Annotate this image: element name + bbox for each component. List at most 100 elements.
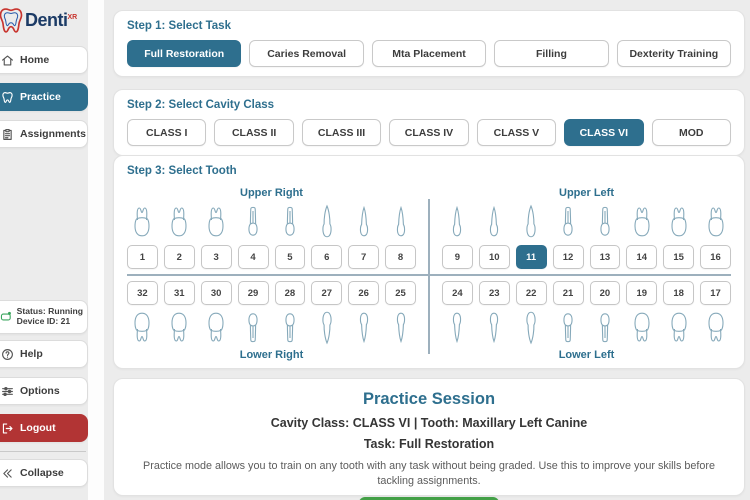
tooth-icon: [348, 202, 379, 240]
tooth-number-row: 24 23 22 21 20 19 18 17: [442, 281, 731, 305]
sidebar-nav: Home Practice Assignments: [0, 46, 88, 148]
tooth-icon: [311, 202, 342, 240]
tooth-number-button-23[interactable]: 23: [478, 281, 510, 305]
tooth-number-button-15[interactable]: 15: [663, 245, 695, 269]
cavity-class-option-class-i[interactable]: CLASS I: [127, 119, 207, 146]
clipboard-icon: [3, 128, 12, 140]
tooth-number-button-1[interactable]: 1: [127, 245, 158, 269]
cavity-class-option-class-iv[interactable]: CLASS IV: [389, 119, 469, 146]
tooth-icon: [700, 202, 731, 240]
tooth-number-button-28[interactable]: 28: [274, 281, 306, 305]
tooth-icon: [516, 202, 547, 240]
tooth-number-button-13[interactable]: 13: [589, 245, 621, 269]
cavity-class-option-class-ii[interactable]: CLASS II: [214, 119, 294, 146]
tooth-number-button-31[interactable]: 31: [163, 281, 195, 305]
step1-panel: Step 1: Select Task Full Restoration Cari…: [113, 10, 745, 77]
tooth-number-row: 9 10 11 12 13 14 15 16: [442, 245, 731, 269]
tooth-number-button-3[interactable]: 3: [200, 245, 232, 269]
tooth-icon-row: [442, 309, 731, 347]
tooth-number-button-8[interactable]: 8: [385, 245, 416, 269]
cavity-class-option-mod[interactable]: MOD: [651, 119, 731, 146]
tooth-icon: [553, 202, 584, 240]
task-option-mta-placement[interactable]: Mta Placement: [371, 40, 487, 67]
tooth-logo-icon: [0, 8, 23, 33]
logout-button[interactable]: Logout: [0, 414, 88, 442]
cavity-class-option-class-vi[interactable]: CLASS VI: [564, 119, 644, 146]
cavity-class-option-class-v[interactable]: CLASS V: [476, 119, 557, 146]
tooth-icon: [311, 309, 342, 347]
task-option-caries-removal[interactable]: Caries Removal: [249, 40, 364, 67]
tooth-icon-row: [127, 202, 416, 240]
tooth-number-button-9[interactable]: 9: [442, 245, 473, 269]
options-button[interactable]: Options: [0, 377, 88, 405]
help-button[interactable]: Help: [0, 340, 88, 368]
tooth-number-button-20[interactable]: 20: [589, 281, 621, 305]
brand-sup: XR: [67, 14, 78, 21]
chart-vertical-divider: [428, 199, 430, 354]
sidebar-item-label: Practice: [20, 91, 61, 103]
tooth-number-button-29[interactable]: 29: [237, 281, 269, 305]
task-option-full-restoration[interactable]: Full Restoration: [127, 40, 242, 67]
cavity-class-options: CLASS I CLASS II CLASS III CLASS IV CLASS V C…: [127, 119, 731, 146]
tooth-number-button-26[interactable]: 26: [348, 281, 380, 305]
tooth-icon: [700, 309, 731, 347]
task-option-dexterity-training[interactable]: Dexterity Training: [616, 40, 732, 67]
help-icon: [2, 348, 13, 360]
tooth-number-button-19[interactable]: 19: [626, 281, 658, 305]
collapse-icon: [3, 468, 12, 478]
sidebar: DentiXR Home Practice Assignments Status…: [0, 0, 88, 500]
tooth-number-button-18[interactable]: 18: [663, 281, 695, 305]
app-logo: DentiXR: [0, 0, 88, 34]
tooth-number-button-4[interactable]: 4: [237, 245, 269, 269]
tooth-number-button-10[interactable]: 10: [478, 245, 510, 269]
quadrant-lower-right: 32 31 30 29 28 27 26 25 Lower Right: [127, 281, 416, 364]
tooth-number-button-21[interactable]: 21: [552, 281, 584, 305]
practice-session-title: Practice Session: [362, 390, 496, 408]
task-options: Full Restoration Caries Removal Mta Placem…: [127, 40, 732, 67]
tooth-number-button-22[interactable]: 22: [515, 281, 547, 305]
tooth-number-button-16[interactable]: 16: [700, 245, 731, 269]
tooth-number-button-30[interactable]: 30: [200, 281, 232, 305]
tooth-number-button-32[interactable]: 32: [127, 281, 158, 305]
tooth-number-button-25[interactable]: 25: [385, 281, 416, 305]
tooth-icon: [442, 309, 473, 347]
tooth-icon: [238, 309, 269, 347]
tooth-number-button-12[interactable]: 12: [552, 245, 584, 269]
tooth-number-button-7[interactable]: 7: [348, 245, 380, 269]
tooth-icon: [553, 309, 584, 347]
quadrant-upper-left: Upper Left 9 10 11 12 13 14 15 16: [442, 185, 731, 269]
start-practice-button[interactable]: Start Practice: [359, 497, 499, 500]
tooth-icon: [275, 202, 306, 240]
tooth-icon: [201, 202, 232, 240]
tooth-icon: [275, 309, 306, 347]
quadrant-label: Upper Right: [240, 187, 303, 199]
tooth-number-row: 32 31 30 29 28 27 26 25: [127, 281, 416, 305]
status-text: Status: Running: [16, 306, 83, 317]
tooth-number-button-14[interactable]: 14: [626, 245, 658, 269]
task-summary: Task: Full Restoration: [363, 437, 495, 451]
cavity-class-option-class-iii[interactable]: CLASS III: [301, 119, 382, 146]
sidebar-item-assignments[interactable]: Assignments: [0, 120, 88, 148]
tooth-number-button-5[interactable]: 5: [274, 245, 306, 269]
device-status-icon: [0, 311, 11, 321]
tooth-icon: [164, 202, 195, 240]
lower-quadrants: 32 31 30 29 28 27 26 25 Lower Right 24 23 22 21 20 19…: [127, 281, 731, 364]
step2-title: Step 2: Select Cavity Class: [127, 99, 275, 111]
tooth-number-button-27[interactable]: 27: [311, 281, 343, 305]
tooth-number-button-6[interactable]: 6: [311, 245, 343, 269]
task-option-filling[interactable]: Filling: [494, 40, 609, 67]
tooth-number-button-17[interactable]: 17: [700, 281, 731, 305]
sidebar-item-label: Assignments: [20, 128, 86, 140]
collapse-button[interactable]: Collapse: [0, 459, 88, 487]
tooth-number-button-11[interactable]: 11: [515, 245, 547, 269]
tooth-number-button-2[interactable]: 2: [163, 245, 195, 269]
sidebar-item-practice[interactable]: Practice: [0, 83, 88, 111]
tooth-number-button-24[interactable]: 24: [442, 281, 473, 305]
logout-icon: [2, 422, 13, 434]
quadrant-upper-right: Upper Right 1 2 3 4 5 6 7 8: [127, 185, 416, 269]
selection-summary: Cavity Class: CLASS VI | Tooth: Maxillar…: [270, 416, 588, 430]
tooth-icon: [238, 202, 269, 240]
sidebar-item-home[interactable]: Home: [0, 46, 88, 74]
tooth-icon: [590, 309, 621, 347]
